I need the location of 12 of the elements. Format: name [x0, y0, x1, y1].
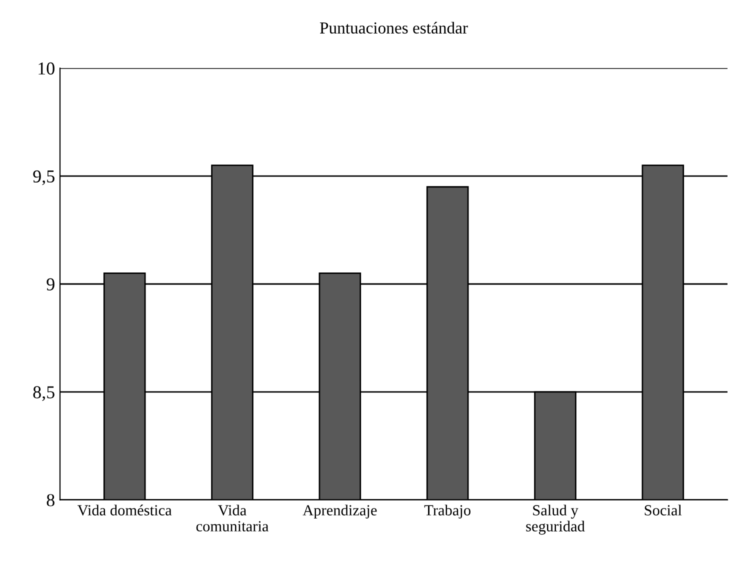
x-tick-label: Aprendizaje	[302, 504, 377, 519]
x-tick-label: Social	[644, 504, 682, 516]
y-tick-label: 9,5	[33, 170, 54, 186]
y-tick-label: 10	[38, 62, 54, 75]
chart-title: Puntuaciones estándar	[320, 22, 468, 34]
x-tick-label: Salud y seguridad	[526, 504, 585, 535]
x-tick-label: Trabajo	[424, 504, 470, 519]
y-tick-label: 9	[46, 278, 54, 290]
x-tick-label: Vida comunitaria	[196, 504, 269, 532]
y-tick-label: 8	[46, 494, 54, 506]
y-tick-label: 8,5	[33, 386, 54, 401]
x-tick-label: Vida doméstica	[77, 504, 172, 516]
